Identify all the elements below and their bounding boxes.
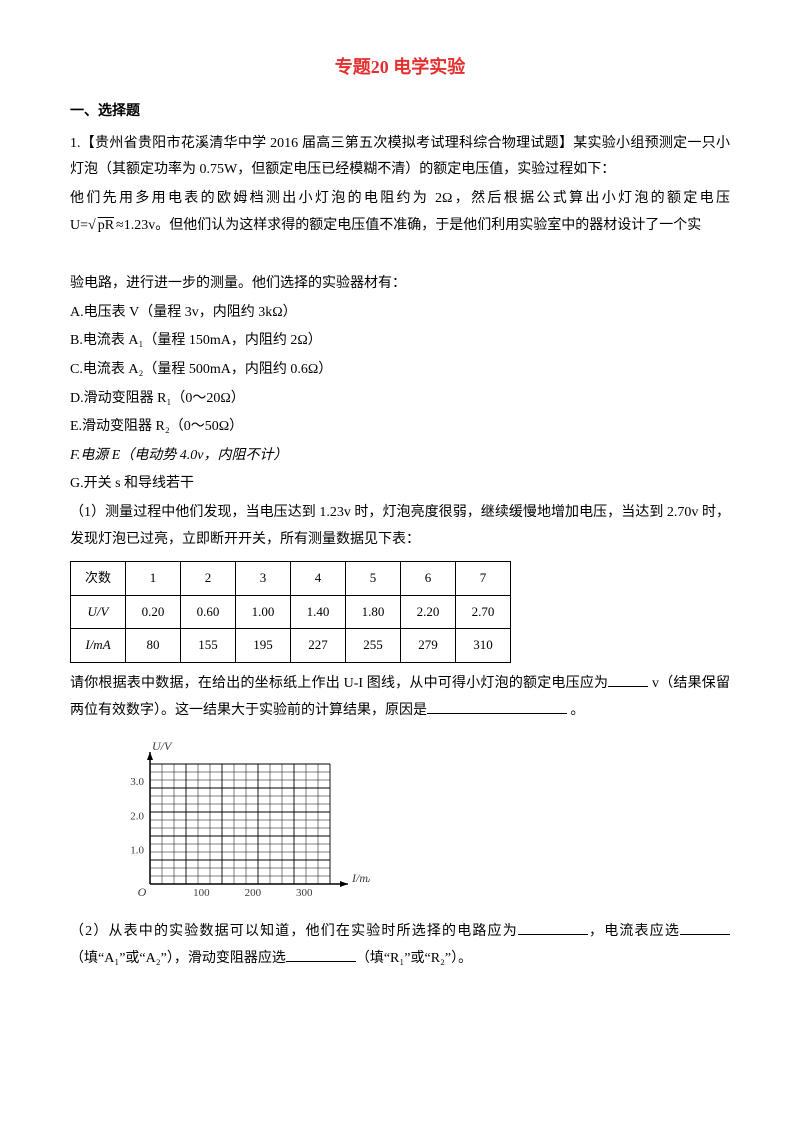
opt-b: B.电流表 A₁（量程 150mA，内阻约 2Ω） [70,328,730,355]
svg-text:U/V: U/V [152,739,173,753]
th-u: U/V [71,595,126,629]
i5: 255 [346,629,401,663]
i4: 227 [291,629,346,663]
svg-text:300: 300 [296,887,313,899]
th-i: I/mA [71,629,126,663]
svg-text:200: 200 [245,887,262,899]
q1-para1-b: ≈1.23v。但他们认为这样求得的额定电压值不准确，于是他们利用实验室中的器材设… [116,218,701,233]
q1-para2: 验电路，进行进一步的测量。他们选择的实验器材有： [70,271,730,298]
svg-text:2.0: 2.0 [130,811,144,823]
th-c4: 4 [291,562,346,596]
q1-after-table: 请你根据表中数据，在给出的坐标纸上作出 U-I 图线，从中可得小灯泡的额定电压应… [70,671,730,724]
i3: 195 [236,629,291,663]
u1: 0.20 [126,595,181,629]
sub2-a: （2）从表中的实验数据可以知道，他们在实验时所选择的电路应为 [70,924,518,939]
th-c5: 5 [346,562,401,596]
u4: 1.40 [291,595,346,629]
opt-g: G.开关 s 和导线若干 [70,471,730,498]
svg-text:I/mA: I/mA [351,871,370,885]
opt-a: A.电压表 V（量程 3v，内阻约 3kΩ） [70,300,730,327]
blank-reason[interactable] [427,699,567,714]
th-c7: 7 [456,562,511,596]
table-row-header: 次数 1 2 3 4 5 6 7 [71,562,511,596]
i7: 310 [456,629,511,663]
q1-intro: 1.【贵州省贵阳市花溪清华中学 2016 届高三第五次模拟考试理科综合物理试题】… [70,131,730,184]
i1: 80 [126,629,181,663]
page-title: 专题20 电学实验 [70,50,730,84]
svg-text:3.0: 3.0 [130,776,144,788]
svg-text:1.0: 1.0 [130,845,144,857]
th-c2: 2 [181,562,236,596]
blank-voltage[interactable] [608,672,648,687]
ui-chart: 1.0 2.0 3.0 100 200 300 O U/V I/mA [110,739,390,909]
sub2-c: （填“A₁”或“A₂”），滑动变阻器应选 [70,951,286,966]
q1-para1: 他们先用多用电表的欧姆档测出小灯泡的电阻约为 2Ω，然后根据公式算出小灯泡的额定… [70,186,730,239]
th-c3: 3 [236,562,291,596]
th-count: 次数 [71,562,126,596]
sub2-d: （填“R₁”或“R₂”）。 [356,951,472,966]
after-a: 请你根据表中数据，在给出的坐标纸上作出 U-I 图线，从中可得小灯泡的额定电压应… [70,676,608,691]
q1-sub1: （1）测量过程中他们发现，当电压达到 1.23v 时，灯泡亮度很弱，继续缓慢地增… [70,500,730,553]
blank-circuit[interactable] [518,920,588,935]
opt-d: D.滑动变阻器 R₁（0～20Ω） [70,386,730,413]
svg-text:O: O [138,885,147,899]
th-c6: 6 [401,562,456,596]
u5: 1.80 [346,595,401,629]
i6: 279 [401,629,456,663]
after-c: 。 [571,703,585,718]
opt-f: F.电源 E（电动势 4.0v，内阻不计） [70,443,730,470]
section-heading: 一、选择题 [70,99,730,126]
q1-sub2: （2）从表中的实验数据可以知道，他们在实验时所选择的电路应为 ，电流表应选 （填“A… [70,919,730,972]
blank-ammeter[interactable] [680,920,730,935]
u3: 1.00 [236,595,291,629]
sub2-b: ，电流表应选 [588,924,680,939]
opt-c: C.电流表 A₂（量程 500mA，内阻约 0.6Ω） [70,357,730,384]
u6: 2.20 [401,595,456,629]
u2: 0.60 [181,595,236,629]
th-c1: 1 [126,562,181,596]
svg-text:100: 100 [193,887,210,899]
table-row-i: I/mA 80 155 195 227 255 279 310 [71,629,511,663]
blank-rheostat[interactable] [286,947,356,962]
u7: 2.70 [456,595,511,629]
data-table: 次数 1 2 3 4 5 6 7 U/V 0.20 0.60 1.00 1.40… [70,561,511,663]
i2: 155 [181,629,236,663]
opt-e: E.滑动变阻器 R₂（0～50Ω） [70,414,730,441]
formula-sqrt-pr: √pR [88,218,116,233]
table-row-u: U/V 0.20 0.60 1.00 1.40 1.80 2.20 2.70 [71,595,511,629]
